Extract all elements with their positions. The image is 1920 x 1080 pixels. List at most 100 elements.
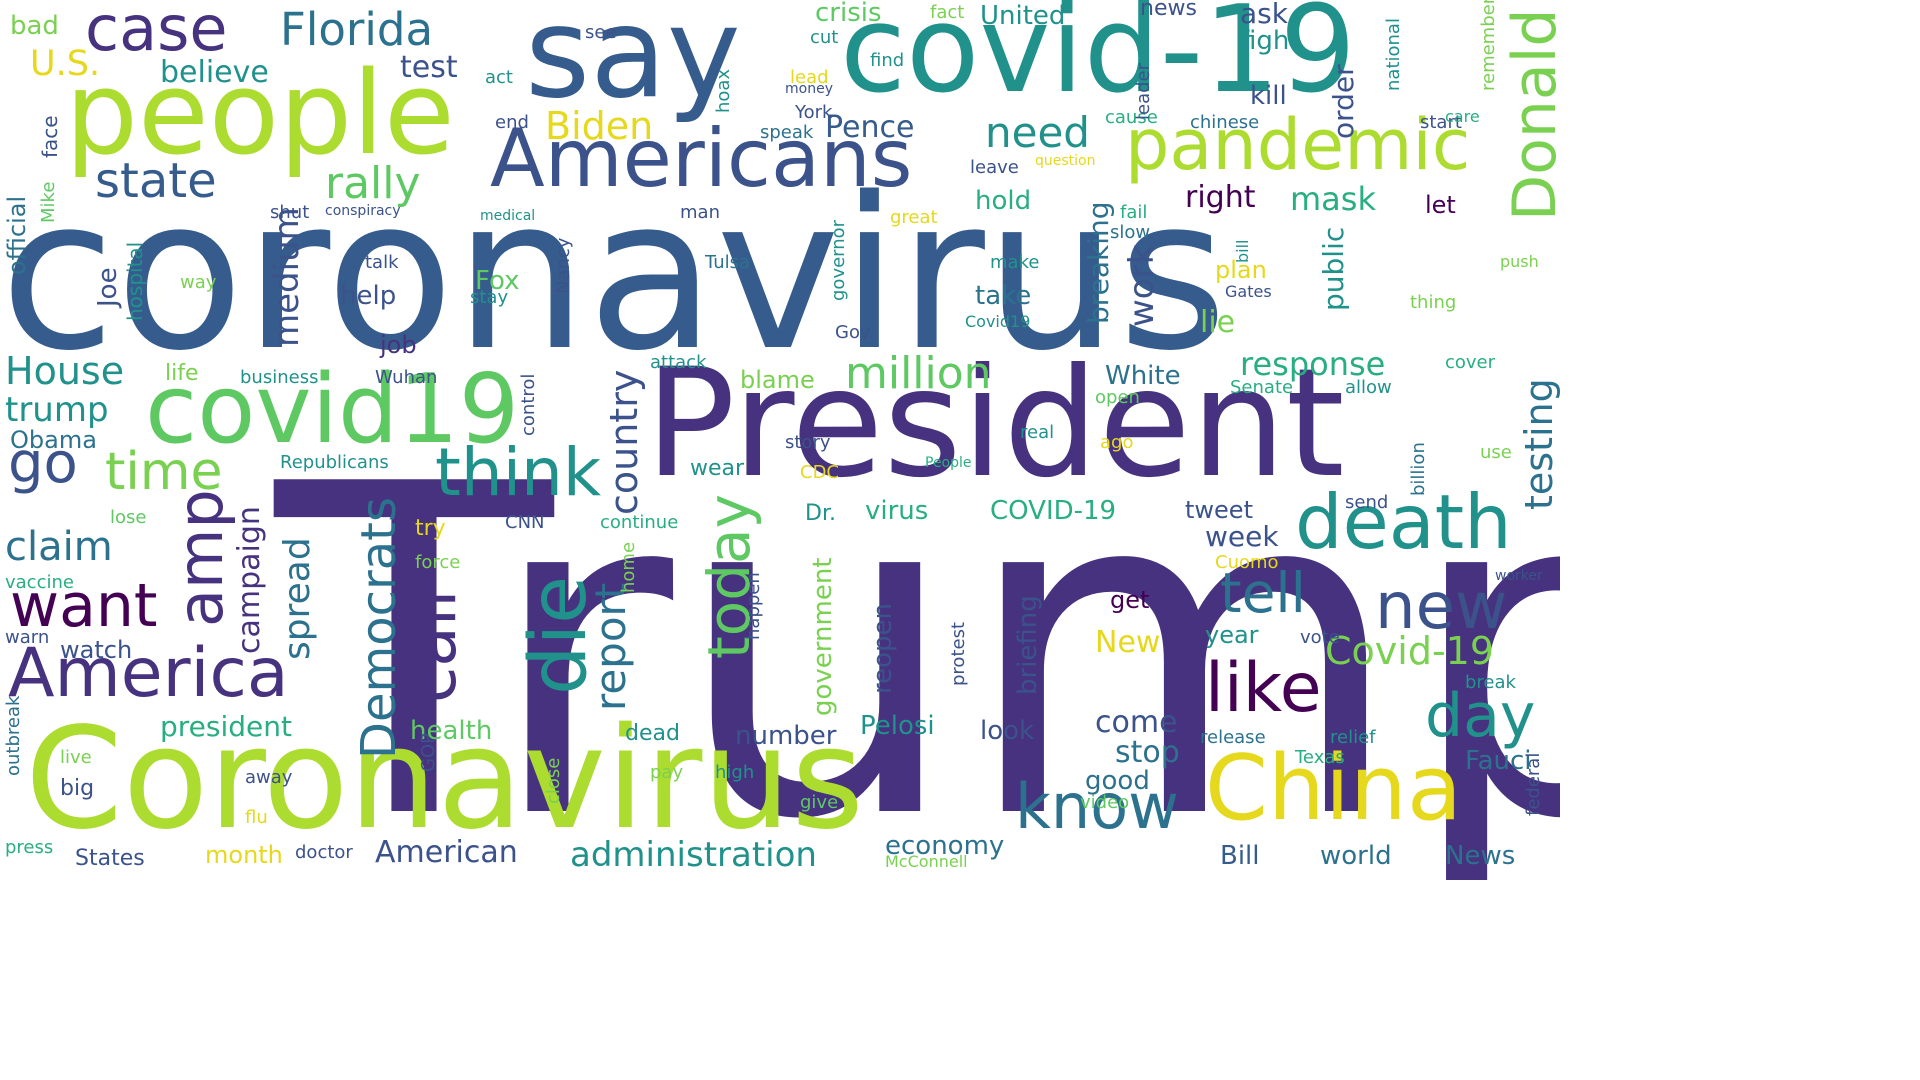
word-cause-103: cause [1105,106,1158,128]
word-thing-120: thing [1410,291,1457,313]
word-u-s-34: U.S. [30,44,101,85]
word-speak-91: speak [760,121,814,143]
word-let-69: let [1425,191,1456,220]
word-force-140: force [415,551,461,573]
word-start-105: start [1420,111,1462,133]
word-national-186: national [1383,18,1404,92]
word-man-111: man [680,201,720,223]
word-covid-19-28: Covid-19 [1325,629,1495,674]
word-cover-128: cover [1445,351,1496,373]
word-pence-36: Pence [825,109,915,145]
word-break-146: break [1465,671,1516,693]
word-amp-162: amp [164,488,237,627]
word-tell-18: tell [1220,561,1306,626]
word-crisis-63: crisis [815,0,882,29]
word-new-19: new [1375,570,1508,645]
word-federal-199: federal [1523,752,1544,816]
word-fact-96: fact [930,1,965,23]
word-president-39: president [160,709,292,743]
word-covid-19-4: covid-19 [840,0,1356,121]
word-cnn-138: CNN [505,511,545,533]
word-house-31: House [5,349,125,394]
word-know-14: know [1015,769,1179,843]
word-way-116: way [180,271,217,293]
word-story-131: story [785,431,831,453]
word-remember-187: remember [1478,0,1499,92]
word-month-72: month [205,841,283,870]
word-go-22: go [8,430,78,496]
word-pandemic-10: pandemic [1125,103,1471,186]
word-release-147: release [1200,726,1266,748]
word-people-6: people [65,46,455,181]
word-year-88: year [1205,621,1259,650]
word-obama-73: Obama [10,426,97,455]
word-flu-156: flu [245,806,268,828]
word-number-61: number [735,721,837,752]
word-like-16: like [1205,649,1322,729]
word-plan-89: plan [1215,256,1267,285]
word-order-175: order [1327,64,1360,139]
word-open-129: open [1095,386,1140,408]
word-end-94: end [495,111,529,133]
word-blame-71: blame [740,366,815,395]
word-see-92: see [585,21,617,43]
word-use-133: use [1480,441,1512,463]
word-tweet-77: tweet [1185,496,1253,525]
word-vaccine-142: vaccine [5,571,74,593]
word-believe-35: believe [160,54,269,90]
word-worker-143: worker [1495,567,1543,584]
word-week-46: week [1205,519,1279,553]
word-protest-194: protest [948,621,969,686]
word-report-166: report [586,582,635,712]
word-live-149: live [60,746,92,768]
word-white-54: White [1105,361,1181,392]
word-covid19-8: covid19 [145,355,520,466]
word-trump-32: trump [5,389,109,430]
word-new-79: New [1095,624,1161,660]
word-medium-171: medium [267,207,307,348]
word-chinese-104: chinese [1190,111,1260,133]
word-testing-161: testing [1517,377,1560,510]
word-dead-86: dead [625,721,680,747]
word-cdc-135: CDC [800,461,839,483]
word-close-198: close [543,757,564,804]
word-mike-183: Mike [38,181,59,224]
word-mask-49: mask [1290,179,1376,218]
word-republicans-87: Republicans [280,451,389,473]
word-time-23: time [105,442,223,503]
word-country-167: country [602,369,646,515]
word-give-154: give [800,791,839,813]
word-good-56: good [1085,766,1150,797]
word-covid19-121: Covid19 [965,311,1031,331]
word-act-93: act [485,66,513,88]
word-spread-169: spread [277,536,318,660]
word-texas-153: Texas [1295,746,1345,768]
word-make-114: make [990,251,1040,273]
word-biden-29: Biden [545,104,654,149]
word-video-155: video [1080,791,1130,813]
word-death-11: death [1295,477,1512,566]
word-health-47: health [410,716,493,747]
word-kill-67: kill [1250,81,1287,112]
word-try-84: try [415,516,446,542]
word-news-59: News [1445,841,1516,872]
word-fight-66: fight [1240,26,1300,57]
word-people-134: People [925,454,972,471]
word-hold-51: hold [975,186,1032,217]
word-ago-132: ago [1100,431,1134,453]
word-pay-151: pay [650,761,684,783]
word-america-15: America [8,634,289,714]
word-bill-60: Bill [1220,841,1260,872]
word-care-106: care [1445,106,1480,126]
word-government-176: government [808,557,838,716]
word-call-164: call [394,589,471,704]
word-administration-33: administration [570,834,817,875]
word-send-136: send [1345,491,1389,513]
word-case-12: case [85,0,228,65]
word-come-44: come [1095,704,1178,740]
word-job-70: job [380,331,417,360]
word-news-68: news [1140,0,1197,22]
word-warn-144: warn [5,626,50,648]
word-bad-81: bad [10,11,59,42]
word-gates-118: Gates [1225,281,1272,301]
